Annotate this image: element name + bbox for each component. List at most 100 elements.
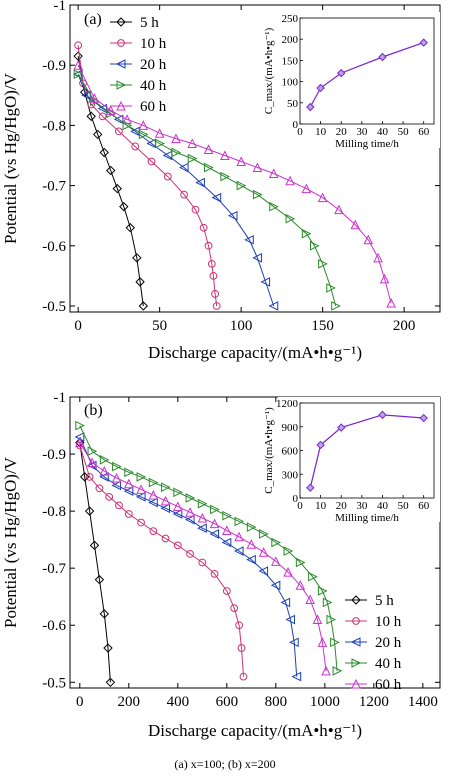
series-60-h — [73, 60, 396, 308]
data-point — [114, 127, 123, 136]
data-point — [222, 587, 231, 595]
data-point — [113, 114, 124, 125]
series-20-h — [74, 432, 302, 682]
inset-x-tick-label: 10 — [315, 500, 327, 512]
inset-y-tick-label: 0 — [293, 119, 299, 131]
inset-data-point — [337, 423, 346, 432]
data-point — [301, 228, 312, 239]
data-point — [239, 672, 248, 681]
inset-x-tick-label: 50 — [398, 500, 410, 512]
legend-entry: 20 h — [375, 635, 402, 651]
x-tick-label: 400 — [167, 694, 190, 710]
data-point — [301, 183, 312, 194]
data-point — [317, 192, 328, 203]
x-tick-label: 1400 — [408, 694, 438, 710]
data-point — [123, 486, 134, 496]
legend: 5 h 10 h 20 h 40 h 60 h — [110, 15, 167, 115]
data-point — [285, 614, 296, 625]
chart-panel-a: 0 50 100 150 200-1-0.9-0.8-0.7-0.6-0.5Discha… — [1, 0, 441, 362]
data-point — [195, 177, 205, 188]
inset-y-tick-label: 250 — [282, 13, 299, 25]
inset-frame — [299, 17, 435, 125]
data-point — [131, 142, 140, 151]
series-60-h — [74, 437, 331, 676]
data-point — [234, 531, 244, 542]
x-axis-title: Discharge capacity/(mA•h•g⁻¹) — [148, 721, 362, 740]
data-point — [322, 597, 333, 608]
series-line — [77, 74, 275, 307]
data-point — [160, 503, 171, 514]
data-point — [103, 643, 113, 653]
inset-x-tick-label: 40 — [377, 500, 389, 512]
legend-entry: 60 h — [140, 99, 167, 115]
legend-entry: 60 h — [375, 677, 402, 693]
inset-data-point — [419, 413, 428, 423]
data-point — [283, 546, 294, 556]
series-line — [79, 425, 338, 671]
legend-marker — [351, 595, 361, 605]
data-point — [111, 472, 122, 483]
data-point — [211, 290, 219, 298]
data-point — [204, 241, 213, 250]
data-point — [236, 156, 246, 167]
data-point — [112, 461, 122, 472]
data-point — [97, 103, 108, 114]
x-tick-label: 0 — [76, 694, 84, 710]
inset-x-tick-label: 40 — [377, 126, 389, 138]
plot-frame — [69, 4, 441, 313]
data-point — [124, 467, 134, 478]
inset-x-tick-label: 10 — [315, 126, 327, 138]
data-point — [271, 537, 281, 548]
series-10-h — [75, 441, 248, 681]
data-point — [74, 437, 85, 448]
data-point — [212, 302, 221, 310]
data-point — [86, 111, 96, 122]
data-point — [149, 527, 158, 535]
data-point — [235, 621, 243, 630]
data-point — [163, 172, 172, 181]
data-point — [244, 234, 254, 245]
legend-marker — [351, 658, 362, 668]
data-point — [173, 501, 183, 512]
data-point — [252, 253, 262, 263]
data-point — [285, 175, 295, 186]
data-point — [260, 277, 271, 287]
data-point — [291, 671, 302, 682]
y-tick-label: -0.6 — [42, 239, 66, 255]
data-point — [105, 677, 116, 688]
data-point — [148, 490, 159, 500]
data-point — [233, 546, 244, 556]
inset-y-tick-label: 100 — [282, 77, 299, 89]
data-point — [203, 144, 214, 154]
data-point — [187, 138, 198, 148]
data-point — [135, 492, 146, 502]
inset-chart: 0 10 20 30 40 50 60 0 50 100 150 200 250 Milling time… — [263, 12, 440, 150]
data-point — [289, 637, 299, 648]
y-tick-label: -0.7 — [42, 561, 66, 577]
data-point — [331, 301, 341, 311]
inset-y-axis-title: C_max/(mA•h•g⁻¹) — [263, 27, 275, 114]
inset-background — [278, 12, 440, 148]
data-point — [173, 541, 182, 550]
data-point — [186, 550, 194, 558]
data-point — [85, 472, 94, 481]
data-point — [125, 223, 136, 233]
inset-y-tick-label: 200 — [282, 34, 299, 46]
data-point — [89, 540, 100, 551]
data-point — [148, 497, 158, 508]
data-point — [221, 537, 232, 548]
data-point — [386, 297, 396, 308]
y-tick-label: -0.9 — [42, 58, 66, 74]
y-tick-label: -0.8 — [42, 504, 66, 520]
data-point — [236, 180, 247, 191]
data-point — [222, 510, 232, 521]
inset-y-axis-title: C_max/(mA•h•g⁻¹) — [263, 407, 275, 494]
data-point — [173, 487, 183, 498]
inset-y-tick-label: 1200 — [276, 398, 299, 410]
y-tick-label: -0.6 — [42, 618, 66, 634]
data-point — [75, 420, 85, 431]
y-axis-title: Potential (vs Hg/HgO)/V — [1, 456, 20, 628]
plot-frame — [69, 396, 441, 689]
data-point — [321, 665, 331, 676]
